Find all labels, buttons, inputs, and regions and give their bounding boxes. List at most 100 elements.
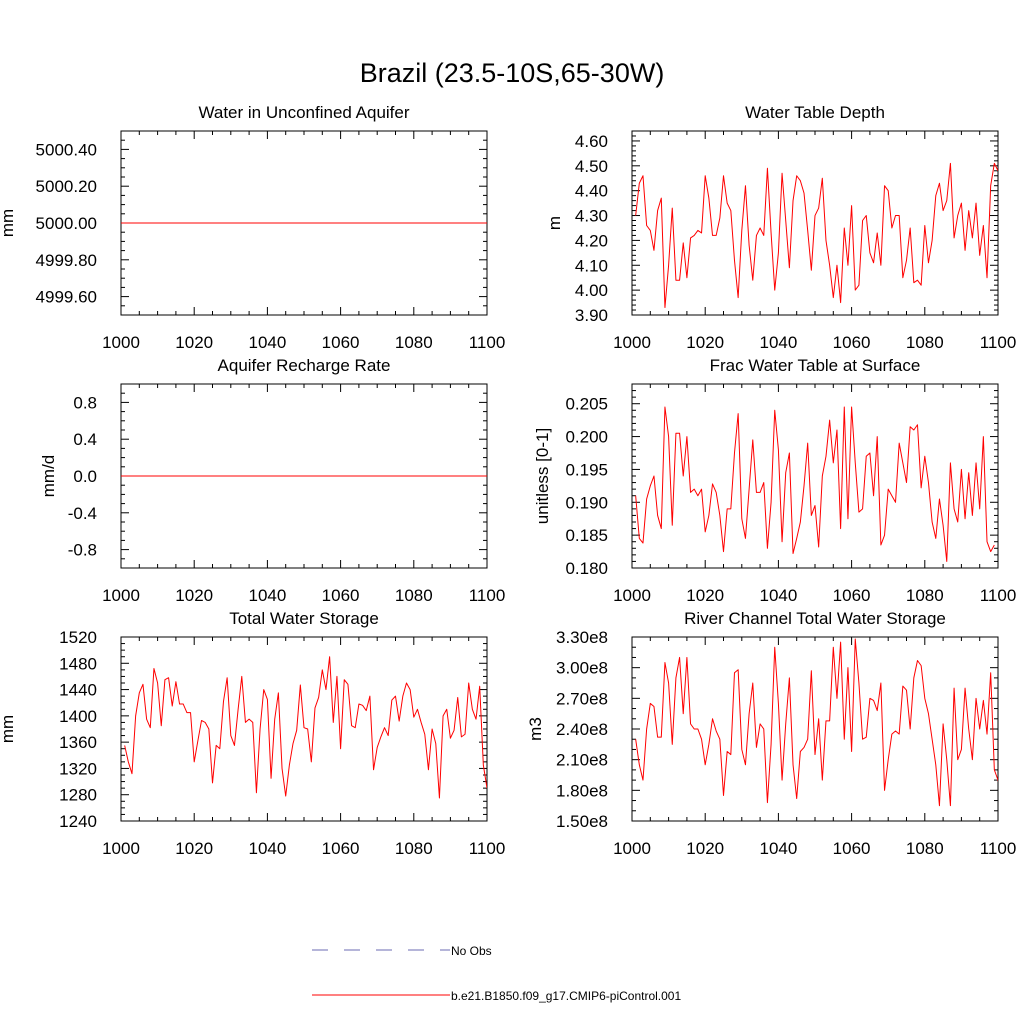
panel-recharge-rate: Aquifer Recharge Rate 1000 1020 1040 1060 108… [39, 356, 505, 605]
y-tick-label: 4999.80 [36, 251, 97, 270]
series-line-total-water-storage [124, 656, 487, 799]
legend-label-no-obs: No Obs [451, 944, 492, 958]
y-tick-label: 5000.40 [36, 140, 97, 159]
x-tick-label: 1060 [833, 839, 871, 858]
y-axis-label-frac-water-table: unitless [0-1] [533, 428, 552, 524]
y-tick-label: 4.10 [575, 256, 608, 275]
x-tick-label: 1080 [395, 839, 433, 858]
x-tick-label: 1040 [759, 333, 797, 352]
x-tick-label: 1080 [906, 333, 944, 352]
y-axis-label-total-water-storage: mm [0, 715, 17, 743]
panel-title-total-water-storage: Total Water Storage [229, 609, 379, 628]
x-tick-label: 1100 [980, 586, 1017, 605]
x-tick-label: 1080 [395, 333, 433, 352]
y-tick-label: 2.70e8 [556, 689, 608, 708]
y-tick-label: 4.20 [575, 231, 608, 250]
y-tick-label: 4.60 [575, 132, 608, 151]
x-tick-label: 1100 [469, 839, 506, 858]
x-tick-label: 1000 [102, 333, 140, 352]
x-tick-label: 1080 [906, 839, 944, 858]
y-tick-label: 1480 [59, 654, 97, 673]
y-axis-label-recharge-rate: mm/d [39, 455, 58, 498]
y-tick-label: 0.0 [73, 467, 97, 486]
x-tick-label: 1040 [248, 333, 286, 352]
y-tick-label: 0.205 [565, 395, 608, 414]
x-tick-label: 1100 [980, 839, 1017, 858]
x-tick-label: 1020 [175, 586, 213, 605]
y-tick-label: 1.50e8 [556, 812, 608, 831]
x-tick-label: 1020 [686, 839, 724, 858]
y-tick-label: 1320 [59, 759, 97, 778]
plot-frame-frac-water-table [631, 383, 999, 569]
y-tick-label: 0.190 [565, 493, 608, 512]
x-tick-label: 1020 [175, 839, 213, 858]
x-tick-label: 1000 [613, 586, 651, 605]
y-tick-label: 0.8 [73, 393, 97, 412]
y-tick-label: 4.00 [575, 281, 608, 300]
y-tick-label: 1360 [59, 733, 97, 752]
panels: Water in Unconfined Aquifer 1000 1020 1040 1… [0, 103, 1016, 858]
series-line-frac-water-table [635, 406, 995, 562]
x-tick-label: 1060 [322, 586, 360, 605]
y-tick-label: 3.30e8 [556, 628, 608, 647]
y-tick-label: 5000.00 [36, 214, 97, 233]
y-tick-label: 4999.60 [36, 288, 97, 307]
y-tick-label: 4.40 [575, 182, 608, 201]
panel-water-table-depth: Water Table Depth 1000 1020 1040 1060 1080 110… [545, 103, 1016, 352]
x-tick-label: 1060 [833, 333, 871, 352]
y-tick-label: 2.10e8 [556, 751, 608, 770]
series-line-river-storage [635, 638, 998, 807]
x-tick-label: 1100 [980, 333, 1017, 352]
figure-title: Brazil (23.5-10S,65-30W) [360, 58, 665, 88]
panel-title-water-table-depth: Water Table Depth [745, 103, 885, 122]
x-tick-label: 1020 [175, 333, 213, 352]
x-tick-label: 1000 [613, 333, 651, 352]
y-tick-label: 0.4 [73, 430, 97, 449]
legend-label-control: b.e21.B1850.f09_g17.CMIP6-piControl.001 [451, 989, 681, 1003]
series-line-water-table-depth [635, 162, 998, 309]
y-tick-label: -0.4 [68, 504, 97, 523]
x-tick-label: 1060 [833, 586, 871, 605]
y-tick-label: 2.40e8 [556, 720, 608, 739]
y-tick-label: -0.8 [68, 541, 97, 560]
y-tick-label: 1440 [59, 681, 97, 700]
y-tick-label: 3.90 [575, 306, 608, 325]
y-tick-label: 0.185 [565, 526, 608, 545]
panel-title-aquifer-water: Water in Unconfined Aquifer [198, 103, 409, 122]
y-tick-label: 0.180 [565, 559, 608, 578]
y-tick-label: 4.30 [575, 207, 608, 226]
x-tick-label: 1040 [759, 839, 797, 858]
y-tick-label: 0.200 [565, 428, 608, 447]
x-tick-label: 1040 [248, 839, 286, 858]
panel-river-storage: River Channel Total Water Storage 1000 102… [526, 609, 1016, 858]
panel-title-river-storage: River Channel Total Water Storage [684, 609, 946, 628]
y-tick-label: 4.50 [575, 157, 608, 176]
panel-total-water-storage: Total Water Storage 1000 1020 1040 1060 1080 1… [0, 609, 505, 858]
legend: No Obs b.e21.B1850.f09_g17.CMIP6-piContr… [312, 944, 681, 1003]
x-tick-label: 1040 [248, 586, 286, 605]
panel-title-recharge-rate: Aquifer Recharge Rate [218, 356, 391, 375]
x-tick-label: 1100 [469, 586, 506, 605]
x-tick-label: 1020 [686, 333, 724, 352]
panel-aquifer-water: Water in Unconfined Aquifer 1000 1020 1040 1… [0, 103, 505, 352]
panel-frac-water-table: Frac Water Table at Surface 1000 1020 1040 1… [533, 356, 1016, 605]
y-axis-label-water-table-depth: m [545, 216, 564, 230]
x-tick-label: 1060 [322, 333, 360, 352]
x-tick-label: 1080 [906, 586, 944, 605]
x-tick-label: 1080 [395, 586, 433, 605]
x-tick-label: 1020 [686, 586, 724, 605]
y-axis-label-river-storage: m3 [526, 717, 545, 741]
y-tick-label: 5000.20 [36, 177, 97, 196]
x-tick-label: 1040 [759, 586, 797, 605]
y-tick-label: 3.00e8 [556, 659, 608, 678]
y-tick-label: 1.80e8 [556, 781, 608, 800]
x-tick-label: 1100 [469, 333, 506, 352]
y-tick-label: 1400 [59, 707, 97, 726]
y-tick-label: 1280 [59, 786, 97, 805]
x-tick-label: 1000 [102, 586, 140, 605]
x-tick-label: 1000 [613, 839, 651, 858]
y-axis-label-aquifer-water: mm [0, 209, 17, 237]
panel-title-frac-water-table: Frac Water Table at Surface [710, 356, 921, 375]
y-tick-label: 1520 [59, 628, 97, 647]
